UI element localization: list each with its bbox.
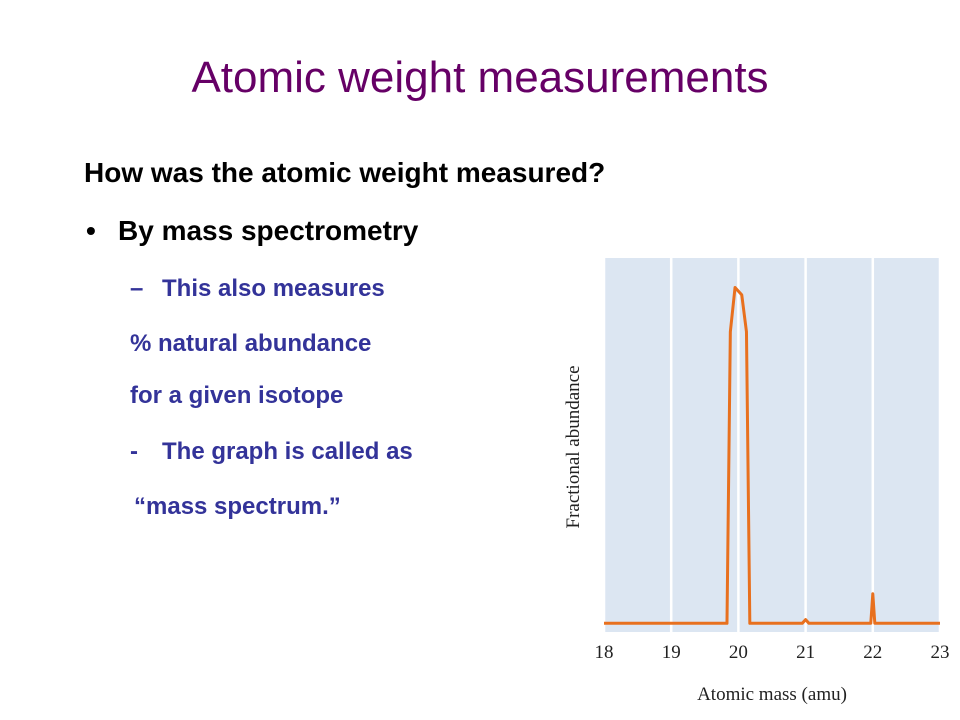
- x-tick-label: 19: [662, 642, 681, 663]
- sub-text: for a given isotope: [130, 382, 343, 409]
- sub-text: This also measures: [162, 275, 385, 302]
- x-tick-label: 23: [931, 642, 950, 663]
- x-tick-label: 18: [595, 642, 614, 663]
- sub-text: “mass spectrum.”: [134, 493, 341, 520]
- question: How was the atomic weight measured?: [84, 157, 605, 188]
- y-axis-label: Fractional abundance: [563, 365, 584, 528]
- data-line: [604, 286, 940, 625]
- slide-title: Atomic weight measurements: [191, 53, 768, 102]
- x-tick-label: 21: [796, 642, 815, 663]
- sub-marker: -: [130, 438, 138, 465]
- x-tick-label: 20: [729, 642, 748, 663]
- x-tick-label: 22: [863, 642, 882, 663]
- bullet-marker: •: [86, 215, 96, 246]
- plot-background: [604, 258, 940, 632]
- sub-text: The graph is called as: [162, 438, 413, 465]
- chart: 18 19 20 21 22 23 Atomic mass (amu) Fractional …: [563, 258, 950, 705]
- bullet-text: By mass spectrometry: [118, 215, 419, 246]
- sub-text: % natural abundance: [130, 330, 371, 357]
- sub-marker: –: [130, 275, 143, 302]
- x-axis-label: Atomic mass (amu): [697, 684, 847, 705]
